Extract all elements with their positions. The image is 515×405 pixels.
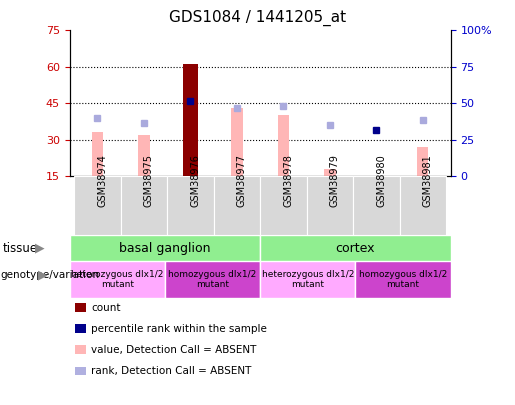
Text: homozygous dlx1/2
mutant: homozygous dlx1/2 mutant — [359, 270, 447, 289]
Text: value, Detection Call = ABSENT: value, Detection Call = ABSENT — [91, 345, 256, 355]
Text: heterozygous dlx1/2
mutant: heterozygous dlx1/2 mutant — [262, 270, 354, 289]
Bar — [306, 176, 353, 235]
Text: percentile rank within the sample: percentile rank within the sample — [91, 324, 267, 334]
Bar — [92, 132, 103, 176]
Text: GDS1084 / 1441205_at: GDS1084 / 1441205_at — [169, 10, 346, 26]
Text: GSM38981: GSM38981 — [423, 154, 433, 207]
Text: genotype/variation: genotype/variation — [0, 271, 99, 280]
Bar — [70, 261, 165, 298]
Text: basal ganglion: basal ganglion — [119, 241, 211, 255]
Bar — [260, 261, 355, 298]
Text: GSM38979: GSM38979 — [330, 154, 340, 207]
Bar — [400, 176, 446, 235]
Bar — [138, 135, 150, 176]
Bar — [121, 176, 167, 235]
Bar — [74, 176, 121, 235]
Bar — [260, 235, 451, 261]
Text: rank, Detection Call = ABSENT: rank, Detection Call = ABSENT — [91, 366, 251, 376]
Text: ▶: ▶ — [35, 241, 45, 255]
Bar — [278, 115, 289, 176]
Bar — [167, 176, 214, 235]
Text: GSM38977: GSM38977 — [237, 154, 247, 207]
Bar — [324, 169, 336, 176]
Bar — [214, 176, 260, 235]
Bar — [183, 64, 198, 176]
Text: GSM38978: GSM38978 — [283, 154, 294, 207]
Bar — [369, 176, 384, 210]
Bar — [417, 147, 428, 176]
Text: heterozygous dlx1/2
mutant: heterozygous dlx1/2 mutant — [71, 270, 163, 289]
Text: cortex: cortex — [336, 241, 375, 255]
Text: ▶: ▶ — [38, 269, 48, 282]
Bar — [355, 261, 451, 298]
Text: homozygous dlx1/2
mutant: homozygous dlx1/2 mutant — [168, 270, 256, 289]
Text: GSM38976: GSM38976 — [191, 154, 200, 207]
Text: count: count — [91, 303, 121, 313]
Bar — [260, 176, 306, 235]
Text: tissue: tissue — [3, 241, 38, 255]
Bar — [70, 235, 260, 261]
Text: GSM38980: GSM38980 — [376, 154, 386, 207]
Text: GSM38974: GSM38974 — [97, 154, 108, 207]
Bar — [165, 261, 260, 298]
Bar — [231, 108, 243, 176]
Text: GSM38975: GSM38975 — [144, 154, 154, 207]
Bar — [353, 176, 400, 235]
